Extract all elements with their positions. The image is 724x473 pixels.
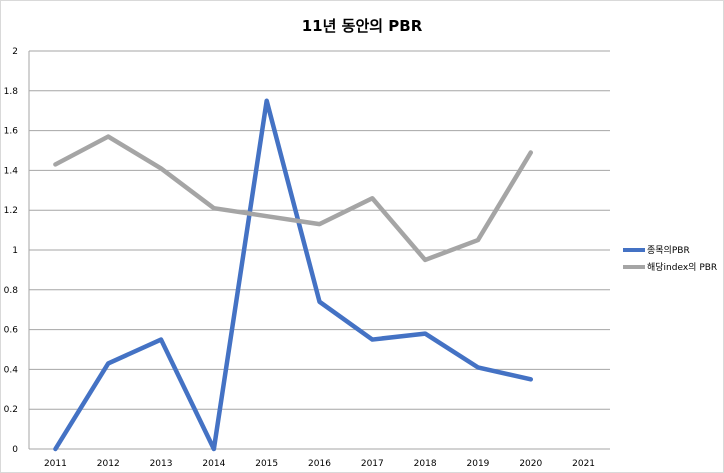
x-tick-label: 2015 xyxy=(255,459,278,469)
y-axis-tick-labels: 0 0.2 0.4 0.6 0.8 1 1.2 1.4 1.6 1.8 2 xyxy=(4,47,19,455)
gridlines xyxy=(29,50,610,410)
series-line-2 xyxy=(53,134,534,263)
series-line-1 xyxy=(53,98,534,452)
x-tick-label: 2018 xyxy=(414,459,437,469)
legend-entry: 종목의PBR xyxy=(647,245,690,256)
x-tick-label: 2011 xyxy=(44,459,67,469)
axes xyxy=(28,51,610,450)
x-tick-label: 2017 xyxy=(361,459,384,469)
y-tick-label: 1.2 xyxy=(4,206,18,216)
y-tick-label: 1 xyxy=(12,246,18,256)
x-tick-label: 2013 xyxy=(150,459,173,469)
y-tick-label: 0.4 xyxy=(4,365,19,375)
x-tick-label: 2012 xyxy=(97,459,120,469)
y-tick-label: 0.6 xyxy=(4,326,19,336)
chart-title: 11년 동안의 PBR xyxy=(302,17,423,35)
legend: 종목의PBR 해당index의 PBR xyxy=(623,245,717,273)
y-tick-label: 0.8 xyxy=(4,286,19,296)
x-tick-label: 2014 xyxy=(202,459,225,469)
x-axis-tick-labels: 2011 2012 2013 2014 2015 2016 2017 2018 2019 2020… xyxy=(44,459,595,469)
x-tick-label: 2019 xyxy=(467,459,490,469)
y-tick-label: 0 xyxy=(12,445,18,455)
y-tick-label: 1.4 xyxy=(4,166,19,176)
y-tick-label: 1.6 xyxy=(4,127,19,137)
x-tick-label: 2020 xyxy=(519,459,542,469)
x-tick-label: 2021 xyxy=(572,459,595,469)
series-lines xyxy=(53,98,534,452)
legend-entry: 해당index의 PBR xyxy=(647,262,717,273)
x-tick-label: 2016 xyxy=(308,459,331,469)
y-tick-label: 1.8 xyxy=(4,87,19,97)
y-tick-label: 2 xyxy=(12,47,18,57)
y-tick-label: 0.2 xyxy=(4,405,18,415)
